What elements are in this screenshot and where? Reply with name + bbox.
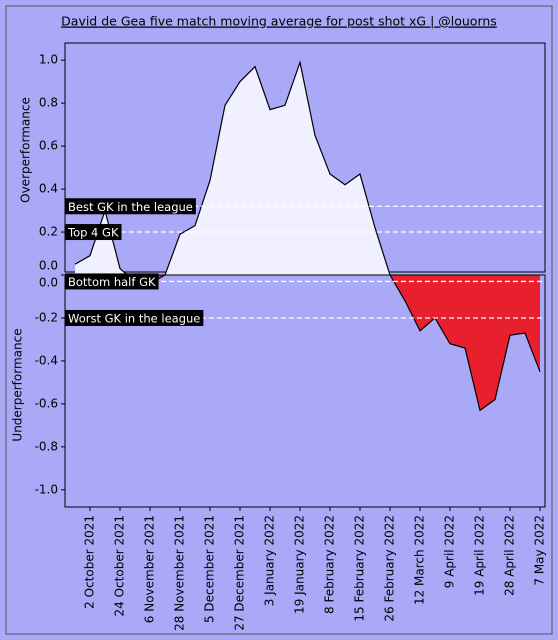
y-tick-label: 0.8 <box>39 96 58 110</box>
x-tick-label: 8 February 2022 <box>323 515 337 614</box>
y-tick-label: -0.8 <box>35 439 58 453</box>
y-tick-label: -0.6 <box>35 396 58 410</box>
x-tick-label: 24 October 2021 <box>113 515 127 616</box>
x-tick-label: 28 April 2022 <box>503 515 517 596</box>
x-tick-label: 26 February 2022 <box>383 515 397 622</box>
x-tick-label: 27 December 2021 <box>233 515 247 631</box>
y-tick-label: 1.0 <box>39 53 58 67</box>
frame <box>5 5 553 635</box>
y-label-bottom: Underperformance <box>11 328 25 441</box>
reference-label: Bottom half GK <box>68 275 156 289</box>
reference-label: Worst GK in the league <box>68 311 200 325</box>
x-tick-label: 7 May 2022 <box>533 515 547 586</box>
y-label-top: Overperformance <box>19 97 33 203</box>
y-tick-label: -1.0 <box>35 482 58 496</box>
y-tick-label: 0.6 <box>39 139 58 153</box>
chart-title: David de Gea five match moving average f… <box>61 14 497 29</box>
area-positive <box>75 62 540 275</box>
reference-label-bg <box>65 309 204 326</box>
x-tick-label: 9 April 2022 <box>443 515 457 588</box>
x-tick-label: 15 February 2022 <box>353 515 367 622</box>
x-tick-label: 5 December 2021 <box>203 515 217 623</box>
x-tick-label: 6 November 2021 <box>143 515 157 623</box>
reference-label: Best GK in the league <box>68 200 193 214</box>
reference-label-bg <box>65 198 196 215</box>
x-tick-label: 19 January 2022 <box>293 515 307 614</box>
x-tick-label: 19 April 2022 <box>473 515 487 596</box>
x-tick-label: 2 October 2021 <box>83 515 97 609</box>
area-negative <box>75 275 540 411</box>
x-tick-label: 28 November 2021 <box>173 515 187 631</box>
reference-label-bg <box>65 224 122 241</box>
x-tick-label: 3 January 2022 <box>263 515 277 606</box>
reference-label-bg <box>65 273 159 290</box>
y-tick-label: -0.2 <box>35 310 58 324</box>
x-tick-label: 12 March 2022 <box>413 515 427 605</box>
y-tick-label: 0.0 <box>39 259 58 273</box>
y-tick-label: -0.4 <box>35 353 58 367</box>
y-tick-label: 0.2 <box>39 225 58 239</box>
reference-label: Top 4 GK <box>67 226 119 240</box>
y-tick-label: 0.4 <box>39 182 58 196</box>
y-tick-label: 0.0 <box>39 276 58 290</box>
